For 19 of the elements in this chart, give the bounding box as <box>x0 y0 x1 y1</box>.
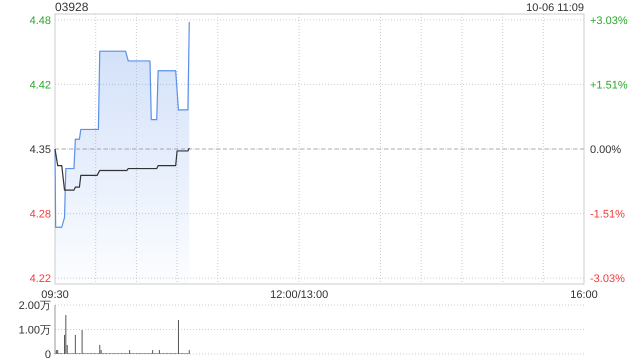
y-tick-label: 0 <box>44 349 51 360</box>
x-tick-label: 12:00/13:00 <box>270 289 328 301</box>
y2-tick-label: -3.03% <box>590 273 626 286</box>
y2-tick-label: 0.00% <box>590 144 622 156</box>
y-tick-label: 2.00万 <box>18 300 51 312</box>
y-tick-label: 4.48 <box>30 14 51 27</box>
line-series <box>54 147 190 191</box>
chart-title: 03928 <box>55 0 89 14</box>
y-tick-label: 4.28 <box>30 208 51 221</box>
y-tick-label: 4.22 <box>30 273 51 286</box>
x-tick-label: 09:30 <box>41 289 69 301</box>
y-tick-label: 1.00万 <box>18 324 51 336</box>
y2-tick-label: +3.03% <box>590 14 628 27</box>
y2-tick-label: +1.51% <box>590 80 628 92</box>
x-tick-label: 16:00 <box>570 289 598 301</box>
y2-tick-label: -1.51% <box>590 208 626 220</box>
text: 10-06 11:09 <box>526 2 584 14</box>
y-tick-label: 4.42 <box>30 79 51 92</box>
y-tick-label: 4.35 <box>30 144 51 156</box>
